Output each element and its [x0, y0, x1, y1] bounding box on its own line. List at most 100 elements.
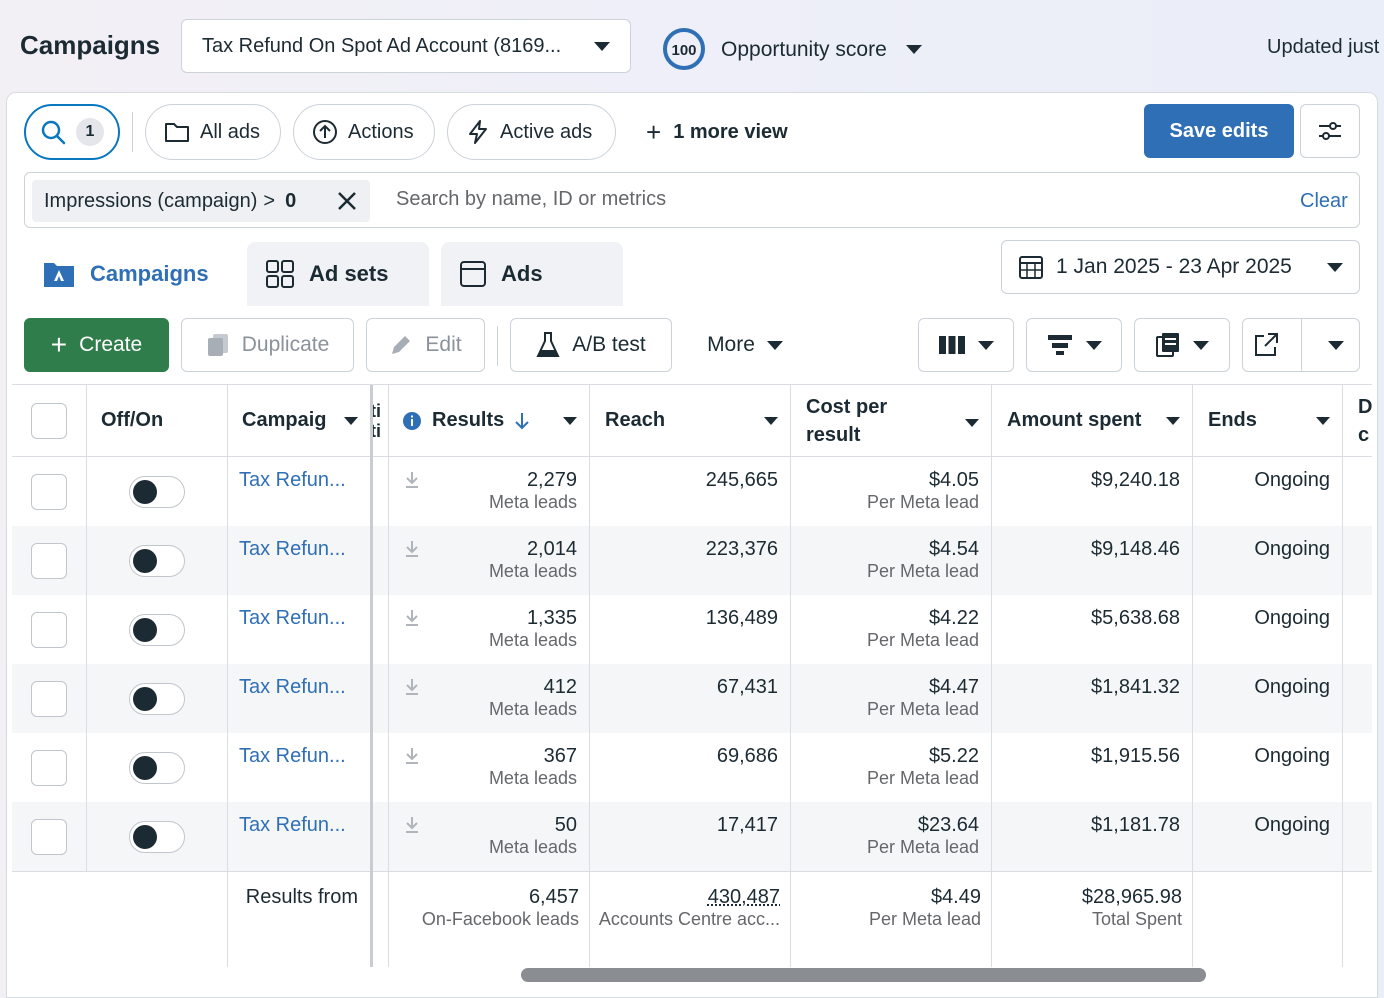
summary-spent: $28,965.98 Total Spent	[991, 872, 1192, 967]
ab-test-button[interactable]: A/B test	[510, 318, 672, 372]
breakdown-icon	[1048, 335, 1072, 355]
filter-chip[interactable]: Impressions (campaign) > 0	[32, 180, 370, 222]
save-edits-button[interactable]: Save edits	[1144, 104, 1294, 158]
view-settings-button[interactable]	[1300, 104, 1360, 158]
header-cost-per-result[interactable]: Cost per result	[790, 385, 991, 457]
external-link-icon	[1254, 333, 1278, 356]
campaign-name-link[interactable]: Tax Refun...	[239, 538, 346, 560]
row-select	[12, 733, 86, 802]
row-checkbox[interactable]	[31, 680, 67, 717]
download-icon[interactable]	[404, 540, 420, 558]
download-icon[interactable]	[404, 471, 420, 489]
page-title: Campaigns	[20, 30, 161, 60]
campaign-name-link[interactable]: Tax Refun...	[239, 745, 346, 767]
results-value: 412	[543, 676, 577, 698]
campaign-toggle[interactable]	[128, 544, 185, 577]
create-button[interactable]: + Create	[24, 318, 169, 372]
info-icon[interactable]	[402, 411, 422, 431]
select-all-checkbox[interactable]	[31, 402, 67, 439]
duplicate-label: Duplicate	[241, 333, 330, 356]
export-dropdown-button[interactable]	[1313, 319, 1359, 371]
date-range-picker[interactable]: 1 Jan 2025 - 23 Apr 2025	[1001, 240, 1360, 294]
header-reach[interactable]: Reach	[589, 385, 790, 457]
columns-button[interactable]	[918, 318, 1014, 372]
download-icon[interactable]	[404, 609, 420, 627]
more-view-button[interactable]: + 1 more view	[646, 117, 788, 148]
campaign-toggle[interactable]	[128, 820, 185, 853]
divider	[1192, 385, 1193, 967]
campaign-name-link[interactable]: Tax Refun...	[239, 469, 346, 491]
column-menu-icon[interactable]	[965, 419, 979, 427]
header-campaign[interactable]: Campaig	[227, 385, 370, 457]
table-row[interactable]: Tax Refun... 412 Meta leads 67,431 $4.47 Per …	[12, 664, 1372, 733]
search-icon	[41, 120, 66, 145]
row-checkbox[interactable]	[31, 542, 67, 579]
breakdown-button[interactable]	[1026, 318, 1122, 372]
ad-account-selector[interactable]: Tax Refund On Spot Ad Account (8169...	[181, 19, 631, 73]
all-ads-label: All ads	[200, 120, 261, 143]
edit-button[interactable]: Edit	[366, 318, 485, 372]
actions-view-button[interactable]: Actions	[293, 104, 435, 160]
chevron-down-icon	[594, 41, 610, 51]
reach-cell: 67,431	[589, 664, 790, 733]
tab-label: Campaigns	[90, 261, 209, 286]
more-actions-button[interactable]: More	[690, 318, 800, 372]
duplicate-button[interactable]: Duplicate	[181, 318, 354, 372]
download-icon[interactable]	[404, 816, 420, 834]
row-checkbox[interactable]	[31, 611, 67, 648]
row-checkbox[interactable]	[31, 473, 67, 510]
search-toggle-button[interactable]: 1	[24, 104, 120, 160]
edit-label: Edit	[425, 333, 462, 356]
search-input[interactable]: Search by name, ID or metrics	[396, 188, 667, 210]
export-button-group[interactable]	[1242, 318, 1360, 372]
close-icon[interactable]	[336, 190, 358, 212]
campaign-name-link[interactable]: Tax Refun...	[239, 814, 346, 836]
header-ends[interactable]: Ends	[1192, 385, 1342, 457]
summary-reach-value[interactable]: 430,487	[707, 886, 780, 908]
campaign-toggle[interactable]	[128, 613, 185, 646]
header-results[interactable]: Results	[388, 385, 589, 457]
campaign-toggle[interactable]	[128, 682, 185, 715]
row-checkbox[interactable]	[31, 818, 67, 855]
campaign-name-link[interactable]: Tax Refun...	[239, 607, 346, 629]
campaign-toggle[interactable]	[128, 475, 185, 508]
table-row[interactable]: Tax Refun... 1,335 Meta leads 136,489 $4.22 P…	[12, 595, 1372, 664]
tab-ads[interactable]: Ads	[441, 242, 623, 306]
campaign-toggle[interactable]	[128, 751, 185, 784]
column-menu-icon[interactable]	[563, 417, 577, 425]
upload-circle-icon	[313, 120, 337, 144]
download-icon[interactable]	[404, 747, 420, 765]
row-checkbox[interactable]	[31, 749, 67, 786]
table-row[interactable]: Tax Refun... 2,014 Meta leads 223,376 $4.54 P…	[12, 526, 1372, 595]
all-ads-view-button[interactable]: All ads	[145, 104, 281, 160]
tab-ad-sets[interactable]: Ad sets	[247, 242, 429, 306]
opportunity-score-dropdown-icon[interactable]	[906, 45, 922, 54]
export-button[interactable]	[1243, 319, 1289, 371]
summary-cpr-value: $4.49	[930, 886, 981, 908]
cpr-cell: $4.54 Per Meta lead	[790, 526, 991, 595]
table-row[interactable]: Tax Refun... 50 Meta leads 17,417 $23.64 Per …	[12, 802, 1372, 871]
campaign-name-link[interactable]: Tax Refun...	[239, 676, 346, 698]
download-icon[interactable]	[404, 678, 420, 696]
header-off-on: Off/On	[86, 385, 227, 457]
header-amount-spent[interactable]: Amount spent	[991, 385, 1192, 457]
clear-filters-link[interactable]: Clear	[1300, 190, 1348, 212]
active-ads-view-button[interactable]: Active ads	[447, 104, 616, 160]
opportunity-score-ring-icon[interactable]: 100	[662, 27, 706, 71]
more-label: More	[707, 333, 755, 356]
summary-reach: 430,487 Accounts Centre acc...	[589, 872, 790, 967]
reports-button[interactable]	[1134, 318, 1230, 372]
horizontal-scrollbar[interactable]	[521, 968, 1206, 982]
table-row[interactable]: Tax Refun... 367 Meta leads 69,686 $5.22 Per …	[12, 733, 1372, 802]
column-menu-icon[interactable]	[1316, 417, 1330, 425]
filter-field: Impressions (campaign)	[44, 189, 258, 212]
column-menu-icon[interactable]	[764, 417, 778, 425]
sort-caret-icon[interactable]	[344, 417, 358, 425]
tab-campaigns[interactable]: Campaigns	[24, 240, 235, 308]
spent-value: $9,148.46	[1091, 538, 1180, 560]
table-row[interactable]: Tax Refun... 2,279 Meta leads 245,665 $4.05 P…	[12, 457, 1372, 526]
opportunity-score-label[interactable]: Opportunity score	[721, 38, 887, 61]
sort-descending-icon[interactable]	[514, 411, 530, 431]
column-menu-icon[interactable]	[1166, 417, 1180, 425]
row-toggle-cell	[86, 457, 227, 526]
